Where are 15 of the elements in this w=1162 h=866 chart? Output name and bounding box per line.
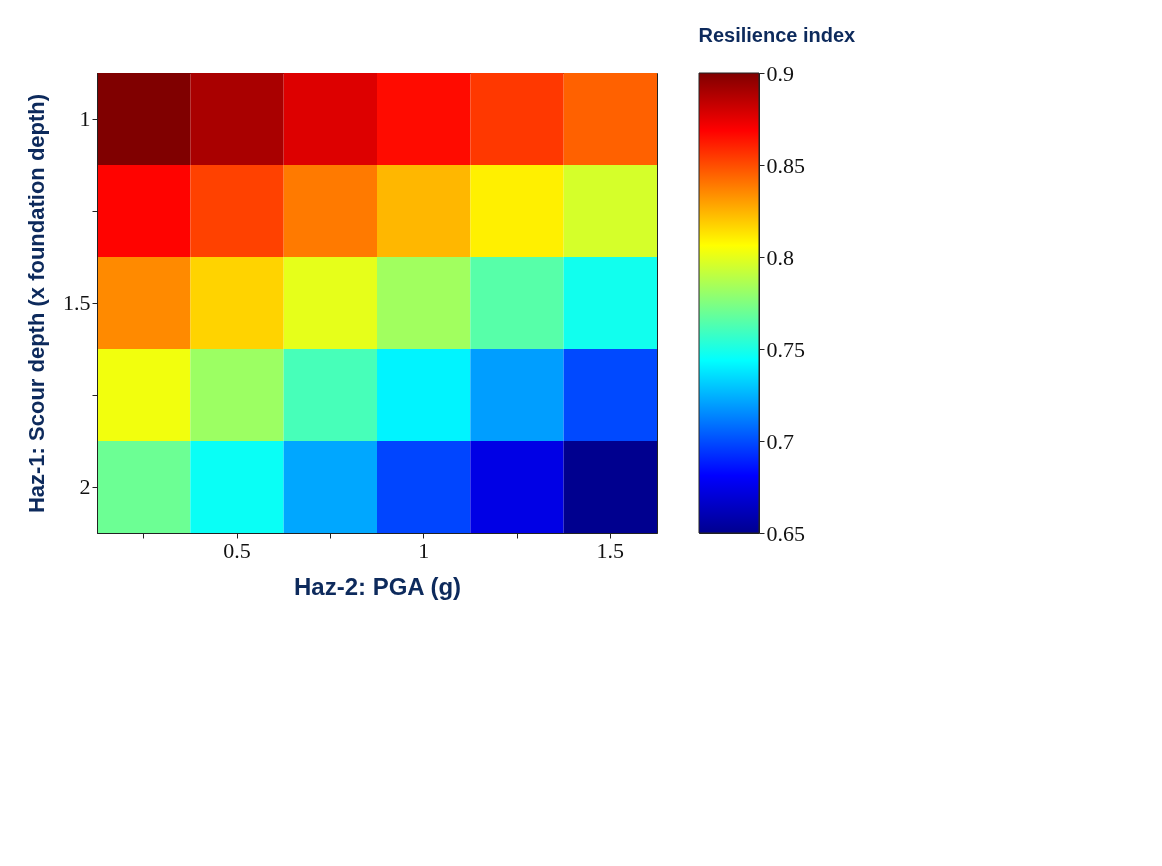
- x-tick-label: 1: [418, 537, 430, 563]
- y-tick-label: 2: [79, 474, 91, 499]
- color-bar-label: 0.8: [766, 244, 794, 270]
- y-axis-title: Haz-1: Scour depth (x foundation depth): [24, 93, 49, 514]
- color-bar-label: 0.9: [766, 60, 794, 86]
- color-bar-label: 0.75: [766, 336, 805, 362]
- x-tick-label: 0.5: [223, 537, 251, 563]
- color-bar-label: 0.85: [766, 152, 805, 178]
- x-axis-title: Haz-2: PGA (g): [293, 572, 462, 600]
- y-tick-label: 1.5: [63, 290, 91, 315]
- color-bar-title: Resilience index: [698, 24, 856, 46]
- color-bar-label: 0.7: [766, 428, 794, 454]
- y-tick-label: 1: [79, 106, 91, 131]
- color-bar-label: 0.65: [766, 520, 805, 546]
- x-tick-label: 1.5: [596, 537, 625, 563]
